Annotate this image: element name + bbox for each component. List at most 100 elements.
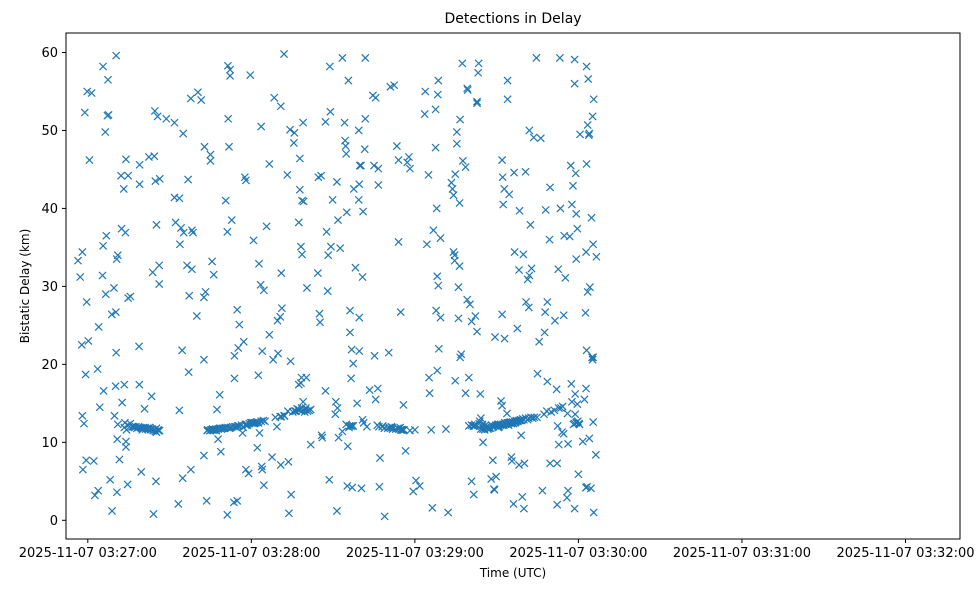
data-point-marker: [422, 240, 431, 249]
data-point-marker: [540, 328, 549, 337]
data-point-marker: [280, 411, 289, 420]
x-tick-label: 2025-11-07 03:29:00: [346, 546, 484, 561]
data-point-marker: [585, 129, 594, 138]
data-point-marker: [465, 300, 474, 309]
data-point-marker: [431, 105, 440, 114]
data-point-marker: [276, 102, 285, 111]
data-point-marker: [420, 110, 429, 119]
data-point-marker: [498, 173, 507, 182]
data-point-marker: [448, 184, 457, 193]
data-point-marker: [284, 509, 293, 518]
data-point-marker: [326, 107, 335, 116]
x-tick-label: 2025-11-07 03:32:00: [836, 546, 974, 561]
y-tick-label: 20: [41, 358, 58, 373]
data-point-marker: [564, 439, 573, 448]
data-point-marker: [332, 506, 341, 515]
data-point-marker: [467, 317, 476, 326]
data-point-marker: [458, 156, 467, 165]
data-point-marker: [113, 435, 122, 444]
data-point-marker: [83, 87, 92, 96]
data-point-marker: [214, 435, 223, 444]
data-point-marker: [254, 259, 263, 268]
data-point-marker: [424, 170, 433, 179]
data-point-marker: [317, 431, 326, 440]
data-point-marker: [77, 340, 86, 349]
data-point-marker: [149, 510, 158, 519]
data-point-marker: [324, 251, 333, 260]
data-point-marker: [554, 440, 563, 449]
data-point-marker: [588, 112, 597, 121]
data-point-marker: [373, 384, 382, 393]
data-point-marker: [342, 149, 351, 158]
data-point-marker: [421, 87, 430, 96]
data-point-marker: [253, 443, 262, 452]
data-point-marker: [433, 272, 442, 281]
data-point-marker: [155, 426, 164, 435]
data-point-marker: [227, 216, 236, 225]
data-point-marker: [526, 413, 536, 422]
data-point-marker: [589, 95, 598, 104]
data-point-marker: [343, 442, 352, 451]
data-point-marker: [592, 252, 601, 261]
data-point-marker: [155, 174, 164, 183]
data-point-marker: [556, 204, 565, 213]
data-point-marker: [272, 422, 281, 431]
data-point-marker: [525, 271, 534, 280]
data-point-marker: [315, 309, 324, 318]
data-point-marker: [546, 459, 555, 468]
data-point-marker: [212, 405, 222, 414]
data-point-marker: [360, 145, 369, 154]
data-point-marker: [223, 227, 232, 236]
data-point-marker: [401, 446, 410, 455]
data-point-marker: [555, 53, 564, 62]
data-point-marker: [199, 355, 208, 364]
y-tick-label: 60: [41, 46, 58, 61]
data-point-marker: [338, 53, 347, 62]
data-point-marker: [589, 418, 598, 427]
data-point-marker: [117, 171, 126, 180]
data-point-marker: [546, 183, 555, 192]
data-point-marker: [553, 500, 562, 509]
data-point-marker: [262, 222, 271, 231]
data-point-marker: [342, 208, 351, 217]
x-tick-label: 2025-11-07 03:27:00: [19, 546, 157, 561]
data-point-marker: [355, 161, 364, 170]
data-point-marker: [472, 97, 482, 106]
data-point-marker: [499, 200, 508, 209]
data-point-marker: [230, 374, 239, 383]
data-point-marker: [148, 268, 157, 277]
data-point-marker: [396, 308, 405, 317]
data-point-marker: [571, 389, 580, 399]
data-point-marker: [302, 373, 311, 382]
data-point-marker: [150, 152, 159, 161]
data-point-marker: [102, 231, 111, 240]
data-point-marker: [582, 346, 591, 355]
data-point-marker: [276, 312, 285, 321]
data-point-marker: [359, 207, 368, 216]
data-point-marker: [410, 425, 419, 434]
data-point-marker: [202, 496, 211, 505]
data-point-marker: [276, 460, 285, 469]
data-point-marker: [338, 427, 347, 436]
data-point-marker: [121, 228, 130, 237]
x-axis-label: Time (UTC): [479, 566, 546, 580]
data-point-marker: [575, 420, 584, 429]
data-point-marker: [361, 114, 370, 123]
data-point-marker: [541, 308, 550, 317]
plot-area-frame: [65, 32, 961, 540]
data-point-marker: [566, 161, 575, 170]
data-point-marker: [456, 115, 465, 124]
data-point-marker: [561, 273, 570, 282]
data-point-marker: [82, 297, 91, 307]
data-point-marker: [187, 265, 196, 274]
data-point-marker: [588, 353, 597, 362]
y-tick-label: 50: [41, 124, 58, 139]
data-point-marker: [433, 90, 442, 99]
data-point-marker: [586, 484, 595, 493]
data-point-marker: [589, 240, 598, 249]
data-point-marker: [361, 53, 370, 62]
data-point-marker: [347, 374, 356, 383]
data-point-marker: [298, 196, 307, 205]
data-point-marker: [332, 177, 341, 186]
data-point-marker: [256, 280, 265, 289]
